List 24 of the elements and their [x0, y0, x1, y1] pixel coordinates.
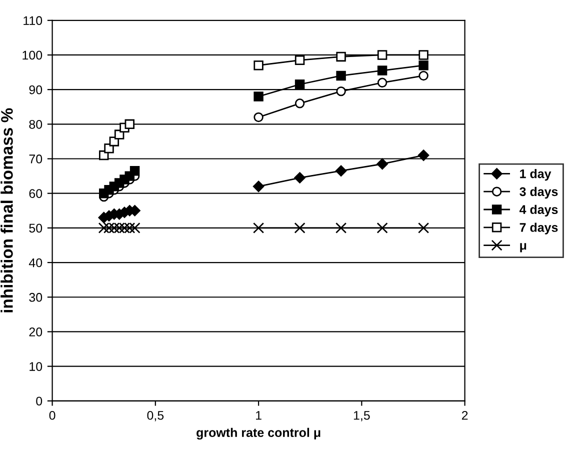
y-tick-label: 40 — [28, 258, 42, 268]
y-tick-label: 110 — [24, 16, 42, 26]
y-tick-label: 30 — [29, 292, 42, 302]
legend-label: 1 day — [520, 169, 552, 181]
y-tick-label: 0 — [36, 396, 42, 406]
y-tick-label: 20 — [29, 328, 42, 336]
y-tick-label: 60 — [29, 189, 42, 198]
y-tick-label: 90 — [29, 85, 42, 94]
legend-label: 4 days — [519, 204, 558, 216]
x-tick-label: 0,5 — [147, 410, 164, 422]
x-tick-label: 1 — [256, 411, 262, 420]
x-tick-label: 1,5 — [354, 411, 370, 422]
y-tick-label: 70 — [29, 154, 42, 164]
y-tick-label: 100 — [22, 50, 42, 60]
x-tick-label: 0 — [49, 410, 56, 420]
y-axis-title: inhibition final biomass % — [0, 108, 13, 312]
legend-label: μ — [520, 243, 526, 252]
y-tick-label: 50 — [29, 224, 42, 233]
y-tick-label: 10 — [30, 362, 42, 371]
x-axis-title: growth rate control μ — [196, 428, 320, 440]
legend-label: 3 days — [520, 186, 558, 199]
x-tick-label: 2 — [462, 410, 468, 420]
legend-label: 7 days — [520, 222, 558, 234]
y-tick-label: 80 — [29, 120, 42, 129]
